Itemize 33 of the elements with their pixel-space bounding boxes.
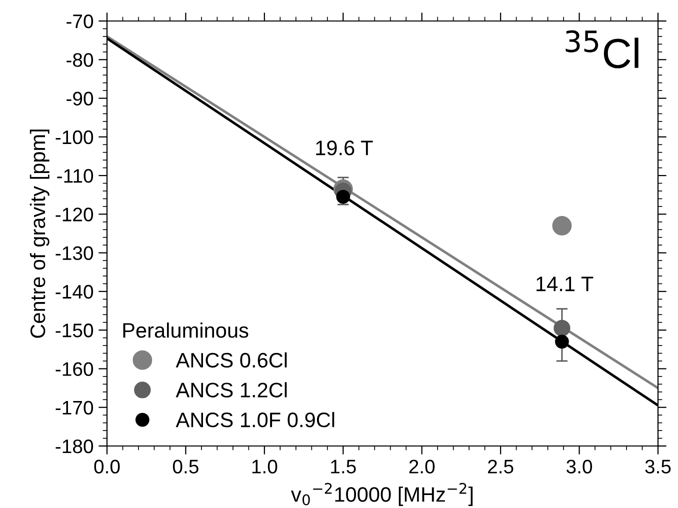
y-tick-label: -70 [66,14,94,28]
x-tick-label: 3.0 [566,460,592,474]
y-tick-label: -180 [56,439,94,454]
y-tick-label: -170 [56,400,94,415]
x-tick-label: 3.5 [645,460,671,474]
legend-label: ANCS 1.2Cl [176,382,287,398]
x-tick-label: 0.5 [172,460,198,474]
annotation: 14.1 T [536,276,594,292]
point [555,334,569,349]
x-tick-label: 2.0 [409,460,435,474]
annotation: 19.6 T [316,140,373,156]
y-tick-label: -90 [66,92,94,106]
annotation: $^{35}$Cl [566,30,638,68]
y-tick-label: -100 [56,130,94,144]
x-tick-label: 2.5 [488,460,514,474]
legend-label: ANCS 0.6Cl [176,352,287,368]
y-tick-label: -130 [56,246,94,260]
y-tick-label: -140 [56,284,94,299]
y-tick-label: -160 [56,362,94,376]
x-axis-title: v$_{0}$$^{−2}$10000 [MHz$^{−2}$] [291,482,473,506]
x-tick-label: 0.0 [94,460,120,474]
y-axis-title: Centre of gravity [ppm] [30,130,50,338]
y-tick-label: -80 [66,53,94,67]
point [552,216,572,236]
legend-title: Peraluminous [123,322,248,338]
x-tick-label: 1.0 [252,460,278,474]
y-tick-label: -150 [56,324,94,338]
legend-label: ANCS 1.0F 0.9Cl [176,412,334,428]
y-tick-label: -120 [56,208,94,222]
point [554,320,570,336]
point [336,190,350,204]
y-tick-label: -110 [57,169,94,183]
x-tick-label: 1.5 [331,460,356,474]
